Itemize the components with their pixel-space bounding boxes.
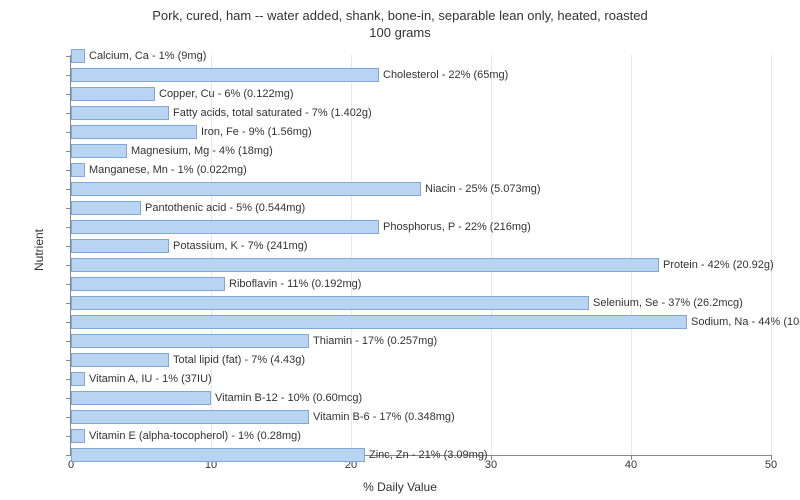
nutrient-bar <box>71 448 365 462</box>
bar-row: Zinc, Zn - 21% (3.09mg) <box>71 448 771 462</box>
nutrient-bar-label: Manganese, Mn - 1% (0.022mg) <box>85 163 247 177</box>
plot-area: 01020304050Calcium, Ca - 1% (9mg)Cholest… <box>70 55 771 456</box>
nutrient-bar-label: Vitamin B-6 - 17% (0.348mg) <box>309 410 455 424</box>
nutrient-bar-label: Protein - 42% (20.92g) <box>659 258 774 272</box>
nutrient-bar-label: Phosphorus, P - 22% (216mg) <box>379 220 531 234</box>
bar-row: Calcium, Ca - 1% (9mg) <box>71 49 771 63</box>
nutrient-bar-label: Niacin - 25% (5.073mg) <box>421 182 541 196</box>
chart-title-line2: 100 grams <box>369 25 430 40</box>
bar-row: Manganese, Mn - 1% (0.022mg) <box>71 163 771 177</box>
nutrient-bar <box>71 125 197 139</box>
nutrient-bar-label: Potassium, K - 7% (241mg) <box>169 239 308 253</box>
nutrient-bar-label: Selenium, Se - 37% (26.2mcg) <box>589 296 743 310</box>
nutrient-bar-label: Fatty acids, total saturated - 7% (1.402… <box>169 106 372 120</box>
bar-row: Vitamin E (alpha-tocopherol) - 1% (0.28m… <box>71 429 771 443</box>
chart-title-line1: Pork, cured, ham -- water added, shank, … <box>152 8 648 23</box>
bar-row: Protein - 42% (20.92g) <box>71 258 771 272</box>
nutrient-bar <box>71 201 141 215</box>
nutrient-bar-label: Vitamin E (alpha-tocopherol) - 1% (0.28m… <box>85 429 301 443</box>
bar-row: Sodium, Na - 44% (1060mg) <box>71 315 771 329</box>
nutrient-bar <box>71 334 309 348</box>
nutrient-bar-label: Vitamin B-12 - 10% (0.60mcg) <box>211 391 362 405</box>
nutrient-bar <box>71 239 169 253</box>
x-axis-label: % Daily Value <box>363 480 437 494</box>
nutrient-bar <box>71 391 211 405</box>
bar-row: Total lipid (fat) - 7% (4.43g) <box>71 353 771 367</box>
nutrient-bar <box>71 429 85 443</box>
bar-row: Magnesium, Mg - 4% (18mg) <box>71 144 771 158</box>
bar-row: Cholesterol - 22% (65mg) <box>71 68 771 82</box>
nutrient-bar-label: Calcium, Ca - 1% (9mg) <box>85 49 206 63</box>
y-axis-label: Nutrient <box>32 229 46 271</box>
nutrient-bar <box>71 163 85 177</box>
nutrient-chart: Pork, cured, ham -- water added, shank, … <box>0 0 800 500</box>
nutrient-bar-label: Thiamin - 17% (0.257mg) <box>309 334 437 348</box>
bar-row: Iron, Fe - 9% (1.56mg) <box>71 125 771 139</box>
bar-row: Potassium, K - 7% (241mg) <box>71 239 771 253</box>
nutrient-bar-label: Sodium, Na - 44% (1060mg) <box>687 315 800 329</box>
nutrient-bar <box>71 87 155 101</box>
nutrient-bar-label: Cholesterol - 22% (65mg) <box>379 68 508 82</box>
nutrient-bar <box>71 182 421 196</box>
bar-row: Vitamin A, IU - 1% (37IU) <box>71 372 771 386</box>
nutrient-bar-label: Copper, Cu - 6% (0.122mg) <box>155 87 294 101</box>
nutrient-bar-label: Magnesium, Mg - 4% (18mg) <box>127 144 273 158</box>
bar-row: Niacin - 25% (5.073mg) <box>71 182 771 196</box>
bar-row: Phosphorus, P - 22% (216mg) <box>71 220 771 234</box>
bar-row: Copper, Cu - 6% (0.122mg) <box>71 87 771 101</box>
bar-row: Pantothenic acid - 5% (0.544mg) <box>71 201 771 215</box>
bar-row: Fatty acids, total saturated - 7% (1.402… <box>71 106 771 120</box>
nutrient-bar-label: Riboflavin - 11% (0.192mg) <box>225 277 361 291</box>
gridline <box>771 55 772 455</box>
nutrient-bar <box>71 68 379 82</box>
chart-title: Pork, cured, ham -- water added, shank, … <box>0 0 800 42</box>
nutrient-bar <box>71 277 225 291</box>
nutrient-bar <box>71 372 85 386</box>
bar-row: Selenium, Se - 37% (26.2mcg) <box>71 296 771 310</box>
nutrient-bar-label: Vitamin A, IU - 1% (37IU) <box>85 372 212 386</box>
nutrient-bar-label: Pantothenic acid - 5% (0.544mg) <box>141 201 305 215</box>
bar-row: Vitamin B-12 - 10% (0.60mcg) <box>71 391 771 405</box>
nutrient-bar <box>71 258 659 272</box>
bar-row: Vitamin B-6 - 17% (0.348mg) <box>71 410 771 424</box>
nutrient-bar <box>71 144 127 158</box>
bar-row: Riboflavin - 11% (0.192mg) <box>71 277 771 291</box>
nutrient-bar-label: Total lipid (fat) - 7% (4.43g) <box>169 353 305 367</box>
nutrient-bar-label: Zinc, Zn - 21% (3.09mg) <box>365 448 488 462</box>
nutrient-bar <box>71 220 379 234</box>
nutrient-bar <box>71 106 169 120</box>
nutrient-bar-label: Iron, Fe - 9% (1.56mg) <box>197 125 312 139</box>
bar-row: Thiamin - 17% (0.257mg) <box>71 334 771 348</box>
nutrient-bar <box>71 315 687 329</box>
nutrient-bar <box>71 353 169 367</box>
nutrient-bar <box>71 49 85 63</box>
nutrient-bar <box>71 296 589 310</box>
nutrient-bar <box>71 410 309 424</box>
